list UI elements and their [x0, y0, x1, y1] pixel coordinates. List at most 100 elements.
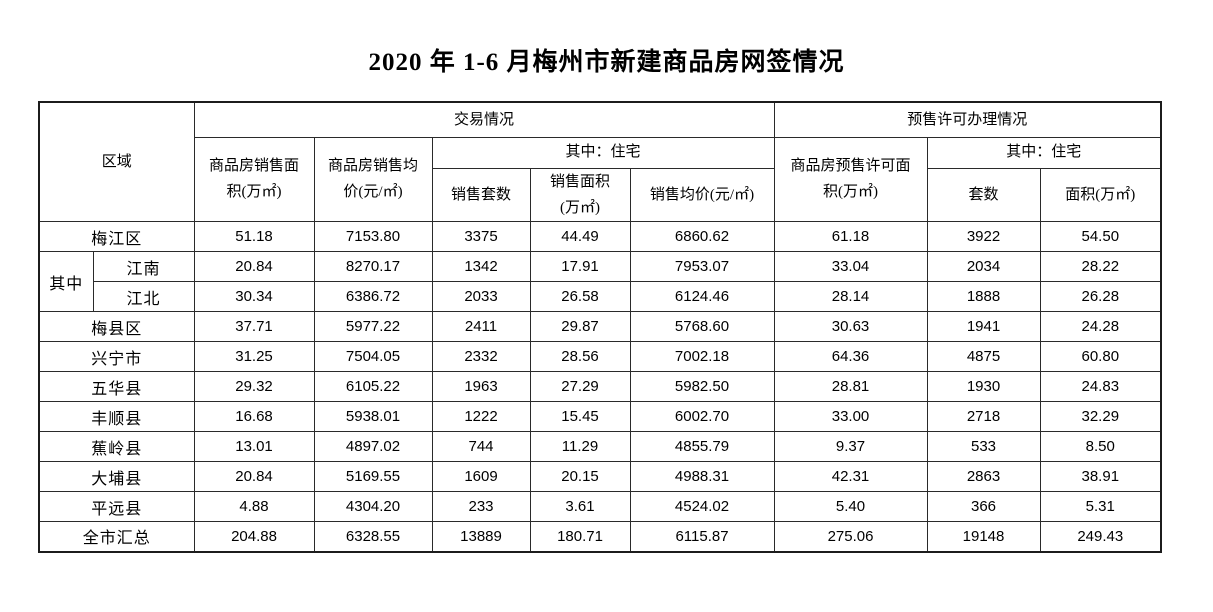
- value-cell: 4524.02: [629, 491, 775, 522]
- header-avg-price: 商品房销售均 价(元/㎡): [313, 136, 433, 222]
- value-cell: 44.49: [529, 221, 631, 252]
- value-cell: 1930: [926, 371, 1041, 402]
- value-cell: 24.83: [1039, 371, 1162, 402]
- value-cell: 6115.87: [629, 521, 775, 552]
- value-cell: 4.88: [193, 491, 315, 522]
- region-cell: 梅江区: [38, 221, 195, 252]
- header-region: 区域: [38, 101, 195, 222]
- value-cell: 249.43: [1039, 521, 1162, 552]
- header-sales-area: 商品房销售面 积(万㎡): [193, 136, 315, 222]
- value-cell: 233: [431, 491, 531, 522]
- region-cell: 丰顺县: [38, 401, 195, 432]
- value-cell: 20.84: [193, 251, 315, 282]
- region-cell: 兴宁市: [38, 341, 195, 372]
- value-cell: 4988.31: [629, 461, 775, 492]
- value-cell: 29.87: [529, 311, 631, 342]
- value-cell: 28.81: [773, 371, 928, 402]
- table-row: 其中 江南 20.84 8270.17 1342 17.91 7953.07 3…: [38, 251, 1162, 312]
- value-cell: 7002.18: [629, 341, 775, 372]
- value-cell: 26.28: [1039, 281, 1162, 312]
- value-cell: 5169.55: [313, 461, 433, 492]
- value-cell: 30.63: [773, 311, 928, 342]
- region-cell: 平远县: [38, 491, 195, 522]
- region-cell: 五华县: [38, 371, 195, 402]
- table-row: 江北 30.34 6386.72 2033 26.58 6124.46 28.1…: [39, 281, 1162, 312]
- value-cell: 38.91: [1039, 461, 1162, 492]
- value-cell: 366: [926, 491, 1041, 522]
- value-cell: 2863: [926, 461, 1041, 492]
- table-row: 蕉岭县 13.01 4897.02 744 11.29 4855.79 9.37…: [38, 431, 1162, 462]
- table-row: 梅县区 37.71 5977.22 2411 29.87 5768.60 30.…: [38, 311, 1162, 342]
- value-cell: 13889: [431, 521, 531, 552]
- value-cell: 3375: [431, 221, 531, 252]
- value-cell: 7953.07: [629, 251, 775, 282]
- value-cell: 204.88: [193, 521, 315, 552]
- value-cell: 32.29: [1039, 401, 1162, 432]
- value-cell: 20.15: [529, 461, 631, 492]
- value-cell: 37.71: [193, 311, 315, 342]
- value-cell: 28.56: [529, 341, 631, 372]
- value-cell: 60.80: [1039, 341, 1162, 372]
- value-cell: 6124.46: [629, 281, 775, 312]
- housing-table: 区域 交易情况 预售许可办理情况 商品房销售面 积(万㎡) 商品房销售均 价(元…: [38, 101, 1163, 553]
- region-cell: 江南: [92, 251, 195, 282]
- value-cell: 42.31: [773, 461, 928, 492]
- value-cell: 29.32: [193, 371, 315, 402]
- value-cell: 1342: [431, 251, 531, 282]
- table-row: 全市汇总 204.88 6328.55 13889 180.71 6115.87…: [38, 521, 1162, 552]
- value-cell: 180.71: [529, 521, 631, 552]
- value-cell: 2034: [926, 251, 1041, 282]
- value-cell: 5938.01: [313, 401, 433, 432]
- value-cell: 26.58: [529, 281, 631, 312]
- value-cell: 1963: [431, 371, 531, 402]
- header-presale-res-area: 面积(万㎡): [1039, 167, 1162, 222]
- value-cell: 3922: [926, 221, 1041, 252]
- value-cell: 3.61: [529, 491, 631, 522]
- value-cell: 7504.05: [313, 341, 433, 372]
- value-cell: 2411: [431, 311, 531, 342]
- region-cell: 梅县区: [38, 311, 195, 342]
- value-cell: 744: [431, 431, 531, 462]
- value-cell: 2718: [926, 401, 1041, 432]
- header-presale-residential-group: 其中：住宅: [926, 136, 1162, 169]
- value-cell: 28.14: [773, 281, 928, 312]
- value-cell: 6328.55: [313, 521, 433, 552]
- value-cell: 30.34: [193, 281, 315, 312]
- value-cell: 1888: [926, 281, 1041, 312]
- subgroup-cell: 其中: [38, 251, 94, 312]
- value-cell: 6386.72: [313, 281, 433, 312]
- table-row: 梅江区 51.18 7153.80 3375 44.49 6860.62 61.…: [38, 221, 1162, 252]
- value-cell: 13.01: [193, 431, 315, 462]
- table-row: 兴宁市 31.25 7504.05 2332 28.56 7002.18 64.…: [38, 341, 1162, 372]
- value-cell: 2033: [431, 281, 531, 312]
- value-cell: 28.22: [1039, 251, 1162, 282]
- value-cell: 64.36: [773, 341, 928, 372]
- value-cell: 61.18: [773, 221, 928, 252]
- header-res-area: 销售面积 (万㎡): [529, 167, 631, 222]
- table-row: 丰顺县 16.68 5938.01 1222 15.45 6002.70 33.…: [38, 401, 1162, 432]
- value-cell: 17.91: [529, 251, 631, 282]
- header-presale-units: 套数: [926, 167, 1041, 222]
- region-cell: 大埔县: [38, 461, 195, 492]
- value-cell: 4875: [926, 341, 1041, 372]
- value-cell: 24.28: [1039, 311, 1162, 342]
- value-cell: 16.68: [193, 401, 315, 432]
- value-cell: 5982.50: [629, 371, 775, 402]
- value-cell: 51.18: [193, 221, 315, 252]
- header-presale-group: 预售许可办理情况: [773, 101, 1162, 138]
- value-cell: 8270.17: [313, 251, 433, 282]
- header-units-sold: 销售套数: [431, 167, 531, 222]
- value-cell: 1941: [926, 311, 1041, 342]
- value-cell: 533: [926, 431, 1041, 462]
- value-cell: 8.50: [1039, 431, 1162, 462]
- value-cell: 33.04: [773, 251, 928, 282]
- value-cell: 5977.22: [313, 311, 433, 342]
- value-cell: 5768.60: [629, 311, 775, 342]
- value-cell: 1609: [431, 461, 531, 492]
- value-cell: 33.00: [773, 401, 928, 432]
- region-cell: 蕉岭县: [38, 431, 195, 462]
- header-transaction-group: 交易情况: [193, 101, 775, 138]
- value-cell: 5.40: [773, 491, 928, 522]
- value-cell: 6002.70: [629, 401, 775, 432]
